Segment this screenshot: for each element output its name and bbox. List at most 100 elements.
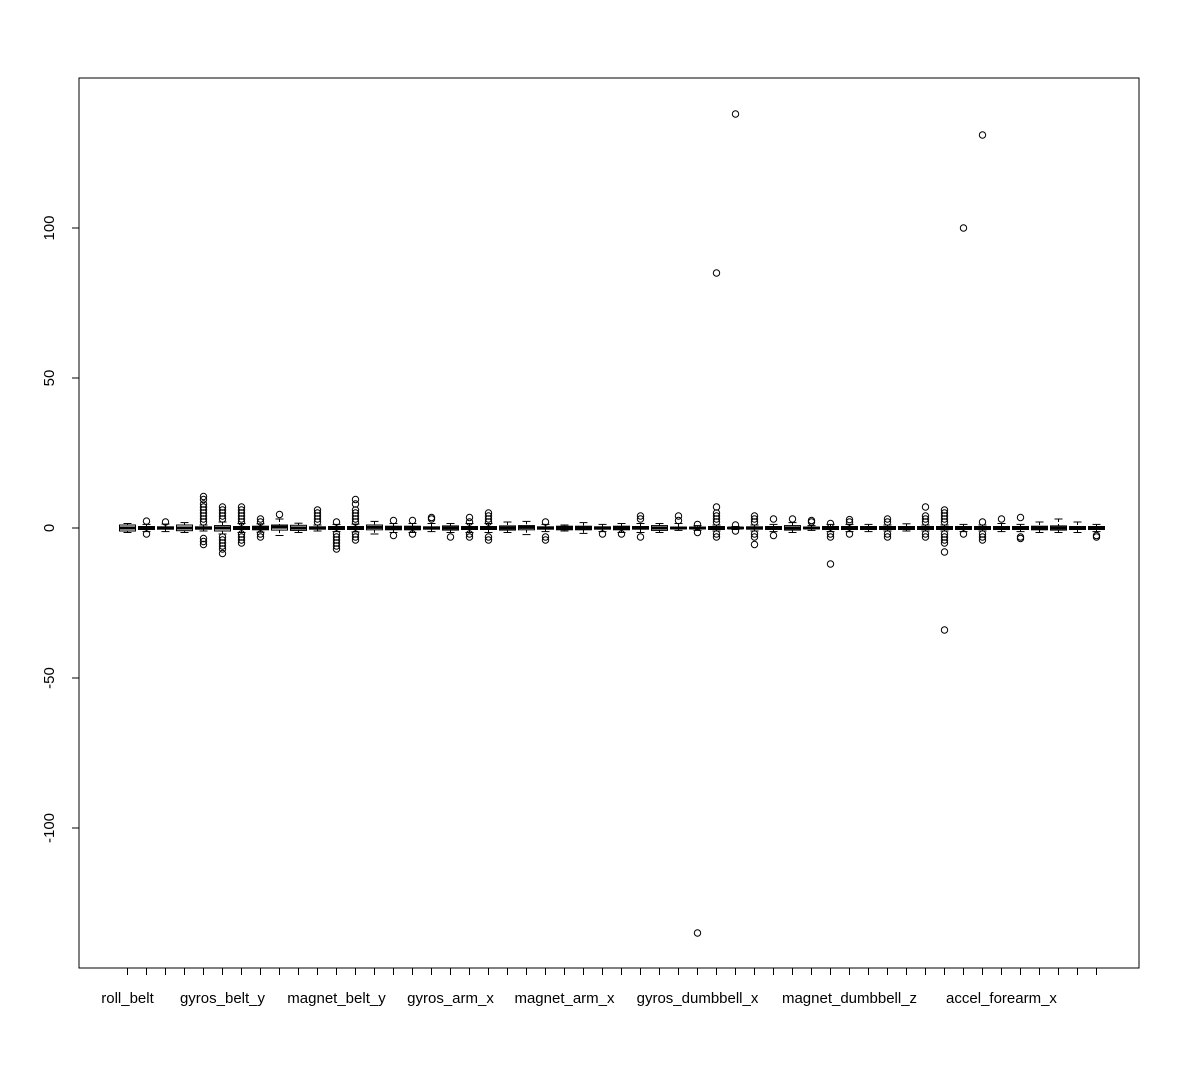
outlier-point (921, 530, 930, 538)
outlier-point (484, 512, 493, 520)
outlier-point (256, 518, 265, 526)
x-axis: roll_belt gyros_belt_y magnet_belt_y gyros_… (101, 967, 1097, 1007)
outlier-point (845, 518, 854, 526)
outlier-point (712, 530, 721, 538)
box-18 (442, 523, 459, 541)
x-tick-label: gyros_dumbbell_x (637, 990, 759, 1007)
y-tick-label: 0 (41, 524, 58, 532)
y-tick-label: 50 (41, 370, 58, 387)
outlier-point (940, 509, 949, 517)
box-39 (841, 515, 858, 538)
box-25 (575, 522, 592, 534)
box-11 (309, 506, 326, 532)
outlier-point (712, 503, 721, 511)
outlier-point (750, 530, 759, 538)
outlier-point (750, 533, 759, 541)
box-36 (784, 515, 801, 533)
box-38 (822, 519, 839, 568)
outlier-point (351, 530, 360, 538)
outlier-point (959, 224, 968, 232)
outlier-point (636, 533, 645, 541)
outlier-point (218, 533, 227, 541)
outlier-point (218, 536, 227, 544)
outlier-point (332, 533, 341, 541)
box-49 (1031, 521, 1048, 533)
outlier-point (313, 506, 322, 514)
outlier-point (541, 533, 550, 541)
outlier-point (750, 515, 759, 523)
outlier-point (750, 540, 759, 549)
outlier-point (1016, 534, 1025, 543)
outlier-point (712, 533, 721, 541)
box-29 (651, 523, 668, 533)
box-4 (176, 522, 193, 533)
box-45 (955, 224, 972, 538)
outlier-point (598, 530, 607, 538)
outlier-point (940, 530, 949, 538)
outlier-point (142, 517, 151, 525)
y-tick-label: -50 (41, 667, 58, 689)
outlier-point (883, 533, 892, 541)
box-7 (233, 503, 250, 547)
outlier-point (978, 533, 987, 541)
outlier-point (256, 515, 265, 523)
outlier-point (484, 533, 493, 541)
box-48 (1012, 513, 1029, 543)
x-tick-label: accel_forearm_x (946, 990, 1057, 1007)
box-5 (195, 492, 212, 549)
outlier-point (351, 509, 360, 517)
outlier-point (199, 503, 208, 511)
outlier-point (199, 495, 208, 504)
box-22 (518, 520, 535, 536)
outlier-point (484, 509, 493, 517)
outlier-point (199, 492, 208, 501)
outlier-point (769, 515, 778, 523)
outlier-point (845, 530, 854, 538)
outlier-point (408, 516, 417, 525)
box-40 (860, 523, 877, 533)
outlier-point (674, 512, 683, 520)
x-tick-label: gyros_belt_y (180, 990, 266, 1007)
box-24 (556, 524, 573, 532)
outlier-point (199, 537, 208, 546)
outlier-point (978, 530, 987, 538)
outlier-point (351, 495, 360, 504)
outlier-point (883, 530, 892, 538)
box-16 (404, 516, 421, 538)
outlier-point (940, 533, 949, 541)
outlier-point (940, 506, 949, 514)
outlier-point (408, 530, 417, 538)
outlier-point (826, 519, 835, 528)
box-20 (480, 509, 497, 544)
y-tick-label: 100 (41, 215, 58, 240)
outlier-point (332, 518, 341, 526)
outlier-point (693, 929, 702, 937)
outlier-point (731, 521, 740, 529)
x-tick-label: gyros_arm_x (407, 990, 494, 1007)
outlier-point (256, 533, 265, 541)
outlier-point (313, 509, 322, 517)
outlier-point (465, 518, 474, 526)
outlier-point (731, 110, 740, 118)
outlier-point (427, 515, 436, 523)
outlier-point (218, 503, 227, 511)
outlier-point (940, 548, 949, 556)
box-35 (765, 515, 782, 540)
outlier-point (237, 530, 246, 538)
outlier-point (978, 131, 987, 139)
box-10 (290, 522, 307, 533)
box-14 (366, 520, 383, 535)
box-44 (936, 506, 953, 634)
outlier-point (465, 533, 474, 541)
outlier-point (940, 626, 949, 634)
outlier-point (788, 515, 797, 523)
box-3 (157, 518, 174, 533)
box-21 (499, 521, 516, 533)
box-1 (119, 523, 136, 533)
outlier-point (693, 520, 702, 529)
outlier-point (427, 513, 436, 522)
box-2 (138, 517, 155, 538)
box-13 (347, 495, 364, 544)
box-12 (328, 518, 345, 553)
